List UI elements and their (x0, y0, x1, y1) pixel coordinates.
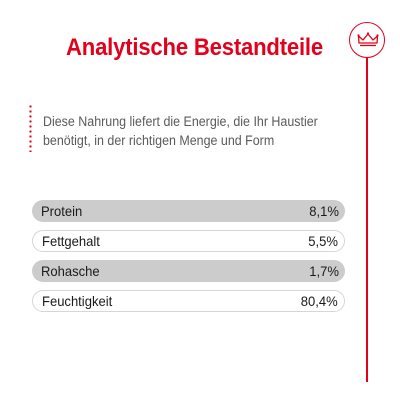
nutrient-label: Feuchtigkeit (42, 293, 113, 309)
dotted-accent-bar (29, 104, 32, 152)
accent-divider-line (366, 58, 368, 382)
nutrient-row-rohasche: Rohasche 1,7% (32, 260, 345, 282)
nutrient-row-feuchtigkeit: Feuchtigkeit 80,4% (32, 290, 345, 312)
nutrient-value: 8,1% (309, 203, 339, 219)
intro-text: Diese Nahrung liefert die Energie, die I… (43, 114, 318, 148)
nutrient-label: Protein (41, 203, 83, 219)
nutrient-value: 5,5% (308, 233, 338, 249)
crown-icon (357, 32, 379, 47)
nutrient-value: 1,7% (309, 263, 339, 279)
nutrient-row-protein: Protein 8,1% (32, 200, 345, 222)
nutrient-label: Fettgehalt (42, 233, 100, 249)
nutrient-value: 80,4% (301, 293, 338, 309)
brand-logo (349, 22, 385, 58)
page-title: Analytische Bestandteile (66, 34, 323, 61)
nutrient-table: Protein 8,1% Fettgehalt 5,5% Rohasche 1,… (32, 200, 345, 320)
nutrient-row-fettgehalt: Fettgehalt 5,5% (32, 230, 345, 252)
nutrient-label: Rohasche (41, 263, 100, 279)
